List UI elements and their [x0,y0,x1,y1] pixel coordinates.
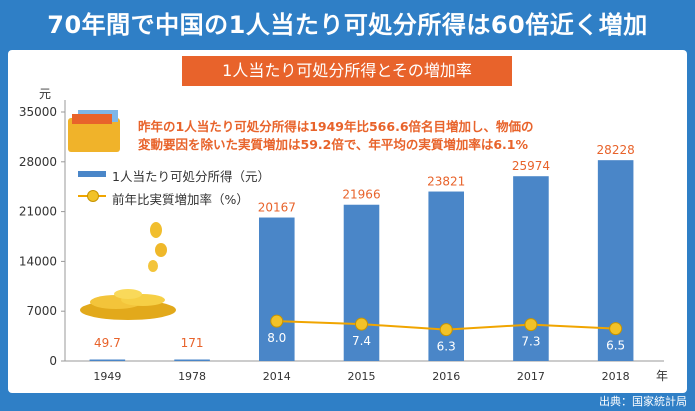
growth-rate-label: 7.3 [521,335,540,349]
legend-bar-swatch [78,171,106,177]
x-axis-unit: 年 [656,369,668,383]
annotation-line-1: 昨年の1人当たり可処分所得は1949年比566.6倍名目増加し、物価の [138,119,534,134]
coin-pile-icon [80,222,176,320]
y-tick-label: 21000 [19,205,57,219]
bar [89,359,126,361]
x-tick-label: 1949 [93,370,121,383]
chart: 0 7000 14000 21000 28000 35000 元 1949 1978 2014 20… [19,87,668,383]
growth-rate-label: 6.5 [606,339,625,353]
annotation-note: 昨年の1人当たり可処分所得は1949年比566.6倍名目増加し、物価の 変動要因… [138,118,608,154]
bar [174,359,210,361]
growth-rate-point [439,323,453,337]
chart-card: 0 7000 14000 21000 28000 35000 元 1949 1978 2014 20… [8,50,687,393]
bar-value-label: 23821 [427,175,465,189]
bar-value-label: 20167 [258,201,296,215]
y-tick-label: 35000 [19,105,57,119]
growth-rate-label: 7.4 [352,334,371,348]
bar-value-label: 171 [181,336,204,350]
x-tick-label: 2015 [348,370,376,383]
legend-line-label: 前年比実質増加率（%） [112,192,249,207]
wallet-icon [68,110,120,152]
y-axis-unit: 元 [39,87,51,101]
growth-rate-point [270,314,284,328]
annotation-line-2: 変動要因を除いた実質増加は59.2倍で、年平均の実質増加率は6.1% [138,137,529,152]
legend-bar-label: 1人当たり可処分所得（元） [112,169,270,184]
source-credit: 出典：国家統計局 [599,395,687,408]
bar-value-label: 28228 [597,143,635,157]
bar [343,204,380,361]
x-tick-label: 2014 [263,370,291,383]
bar-value-label: 25974 [512,159,550,173]
x-tick-label: 2018 [602,370,630,383]
chart-subtitle: 1人当たり可処分所得とその増加率 [182,56,512,86]
growth-rate-point [524,318,538,332]
bar [513,176,549,361]
headline: 70年間で中国の1人当たり可処分所得は60倍近く増加 [47,11,648,39]
bar [258,217,295,361]
y-tick-label: 0 [49,354,57,368]
growth-rate-point [355,317,368,331]
growth-rate-label: 6.3 [437,340,456,354]
growth-rate-point [609,322,623,336]
bar-value-label: 49.7 [94,336,121,350]
x-tick-label: 1978 [178,370,206,383]
legend-line-marker [87,190,99,202]
x-tick-label: 2017 [517,370,545,383]
growth-rate-label: 8.0 [267,331,286,345]
x-tick-label: 2016 [432,370,460,383]
bar-value-label: 21966 [342,188,380,202]
y-tick-label: 14000 [19,254,57,268]
y-tick-label: 7000 [26,304,57,318]
y-tick-label: 28000 [19,155,57,169]
